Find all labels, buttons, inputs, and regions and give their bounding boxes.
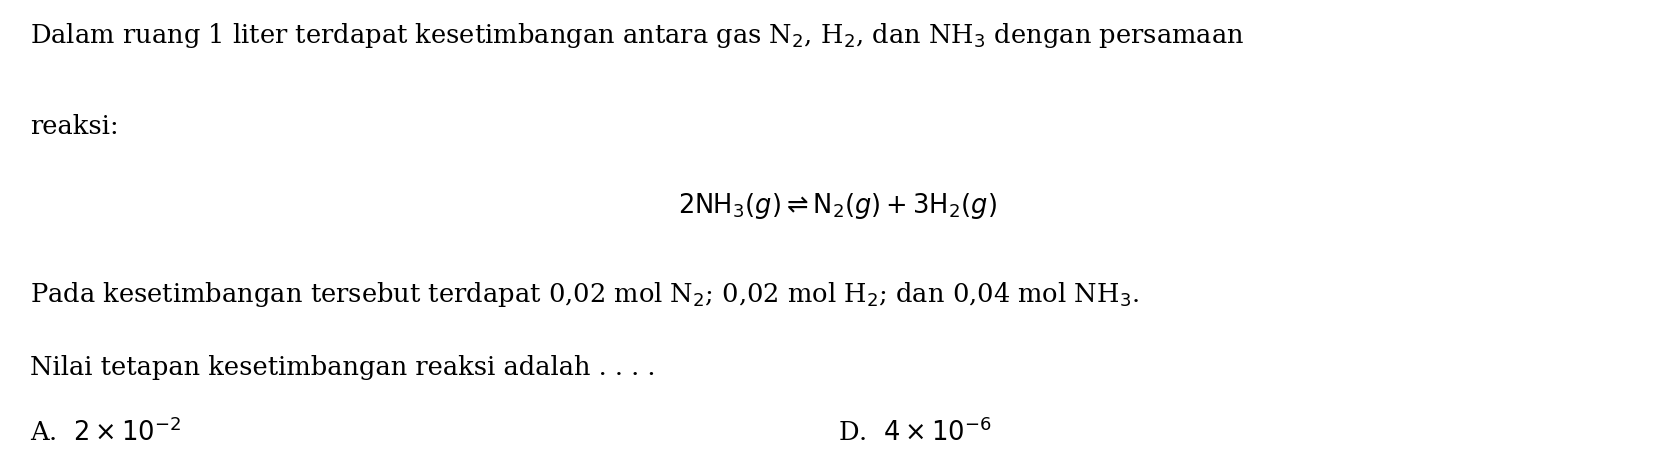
Text: A.  $2 \times 10^{-2}$: A. $2 \times 10^{-2}$ bbox=[30, 418, 181, 446]
Text: reaksi:: reaksi: bbox=[30, 114, 119, 140]
Text: $2\mathrm{NH}_3(g) \rightleftharpoons \mathrm{N}_2(g) + 3\mathrm{H}_2(g)$: $2\mathrm{NH}_3(g) \rightleftharpoons \m… bbox=[678, 191, 997, 221]
Text: D.  $4 \times 10^{-6}$: D. $4 \times 10^{-6}$ bbox=[838, 418, 992, 446]
Text: Dalam ruang 1 liter terdapat kesetimbangan antara gas N$_2$, H$_2$, dan NH$_3$ d: Dalam ruang 1 liter terdapat kesetimbang… bbox=[30, 21, 1245, 50]
Text: Pada kesetimbangan tersebut terdapat 0,02 mol N$_2$; 0,02 mol H$_2$; dan 0,04 mo: Pada kesetimbangan tersebut terdapat 0,0… bbox=[30, 280, 1139, 309]
Text: Nilai tetapan kesetimbangan reaksi adalah . . . .: Nilai tetapan kesetimbangan reaksi adala… bbox=[30, 355, 655, 380]
